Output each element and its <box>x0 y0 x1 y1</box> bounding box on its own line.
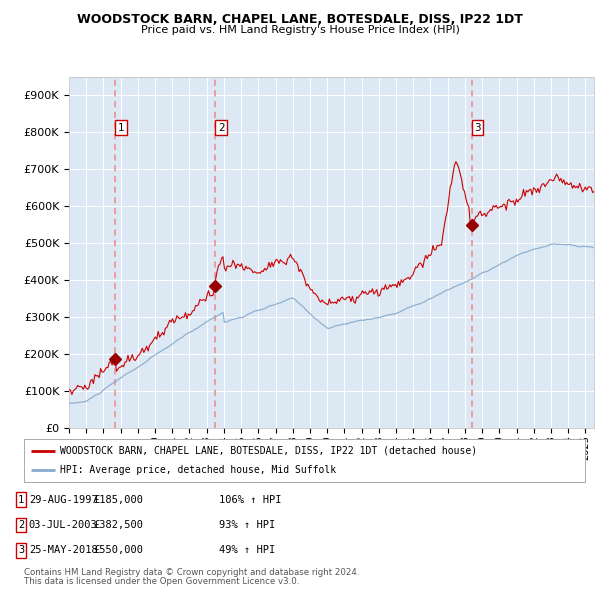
Text: WOODSTOCK BARN, CHAPEL LANE, BOTESDALE, DISS, IP22 1DT (detached house): WOODSTOCK BARN, CHAPEL LANE, BOTESDALE, … <box>61 445 478 455</box>
Text: 2: 2 <box>218 123 224 133</box>
Text: HPI: Average price, detached house, Mid Suffolk: HPI: Average price, detached house, Mid … <box>61 466 337 476</box>
Text: Price paid vs. HM Land Registry's House Price Index (HPI): Price paid vs. HM Land Registry's House … <box>140 25 460 35</box>
Text: 2: 2 <box>18 520 24 530</box>
Text: 3: 3 <box>474 123 481 133</box>
Text: This data is licensed under the Open Government Licence v3.0.: This data is licensed under the Open Gov… <box>24 578 299 586</box>
Text: 03-JUL-2003: 03-JUL-2003 <box>29 520 98 530</box>
Text: 106% ↑ HPI: 106% ↑ HPI <box>219 495 281 504</box>
Text: 29-AUG-1997: 29-AUG-1997 <box>29 495 98 504</box>
Text: £382,500: £382,500 <box>93 520 143 530</box>
Text: 49% ↑ HPI: 49% ↑ HPI <box>219 546 275 555</box>
Text: Contains HM Land Registry data © Crown copyright and database right 2024.: Contains HM Land Registry data © Crown c… <box>24 568 359 577</box>
Text: 93% ↑ HPI: 93% ↑ HPI <box>219 520 275 530</box>
Text: 1: 1 <box>18 495 24 504</box>
Text: WOODSTOCK BARN, CHAPEL LANE, BOTESDALE, DISS, IP22 1DT: WOODSTOCK BARN, CHAPEL LANE, BOTESDALE, … <box>77 13 523 26</box>
Text: 1: 1 <box>118 123 124 133</box>
Text: £185,000: £185,000 <box>93 495 143 504</box>
Text: 3: 3 <box>18 546 24 555</box>
Text: 25-MAY-2018: 25-MAY-2018 <box>29 546 98 555</box>
Text: £550,000: £550,000 <box>93 546 143 555</box>
